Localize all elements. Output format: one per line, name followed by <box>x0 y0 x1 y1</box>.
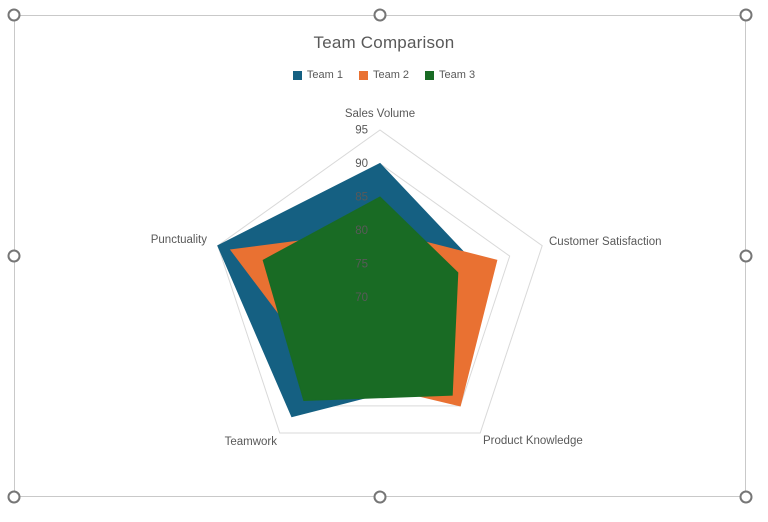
legend-swatch-icon <box>358 70 368 80</box>
radial-axis-tick-label: 90 <box>355 158 368 170</box>
category-label-punctuality: Punctuality <box>151 234 208 246</box>
resize-handle-top-middle[interactable] <box>373 8 387 22</box>
category-label-product-knowledge: Product Knowledge <box>483 435 583 447</box>
resize-handle-left-middle[interactable] <box>7 249 21 263</box>
legend-swatch-icon <box>425 70 435 80</box>
series-polygon-team-3[interactable] <box>262 196 459 402</box>
chart-title[interactable]: Team Comparison <box>313 33 455 52</box>
legend-label: Team 3 <box>439 69 476 81</box>
resize-handle-bottom-left[interactable] <box>7 490 21 504</box>
legend-label: Team 1 <box>306 69 343 81</box>
resize-handle-top-left[interactable] <box>7 8 21 22</box>
category-label-teamwork: Teamwork <box>225 436 278 448</box>
legend: Team 1 Team 2 Team 3 <box>0 69 768 81</box>
category-label-sales-volume: Sales Volume <box>345 108 415 120</box>
radial-axis-tick-label: 80 <box>355 225 368 237</box>
resize-handle-bottom-right[interactable] <box>739 490 753 504</box>
legend-item-team1[interactable]: Team 1 <box>292 69 343 81</box>
radial-axis-tick-label: 95 <box>355 125 368 137</box>
radial-axis-tick-label: 75 <box>355 259 368 271</box>
radial-axis-tick-label: 85 <box>355 192 368 204</box>
resize-handle-bottom-middle[interactable] <box>373 490 387 504</box>
legend-swatch-icon <box>292 70 302 80</box>
gridline-ring-95 <box>217 129 543 434</box>
radial-axis-tick-label: 70 <box>355 292 368 304</box>
category-label-customer-satisfaction: Customer Satisfaction <box>549 236 662 248</box>
resize-handle-top-right[interactable] <box>739 8 753 22</box>
legend-label: Team 2 <box>372 69 410 81</box>
legend-item-team3[interactable]: Team 3 <box>425 69 475 81</box>
resize-handle-right-middle[interactable] <box>739 249 753 263</box>
legend-item-team2[interactable]: Team 2 <box>358 69 410 81</box>
